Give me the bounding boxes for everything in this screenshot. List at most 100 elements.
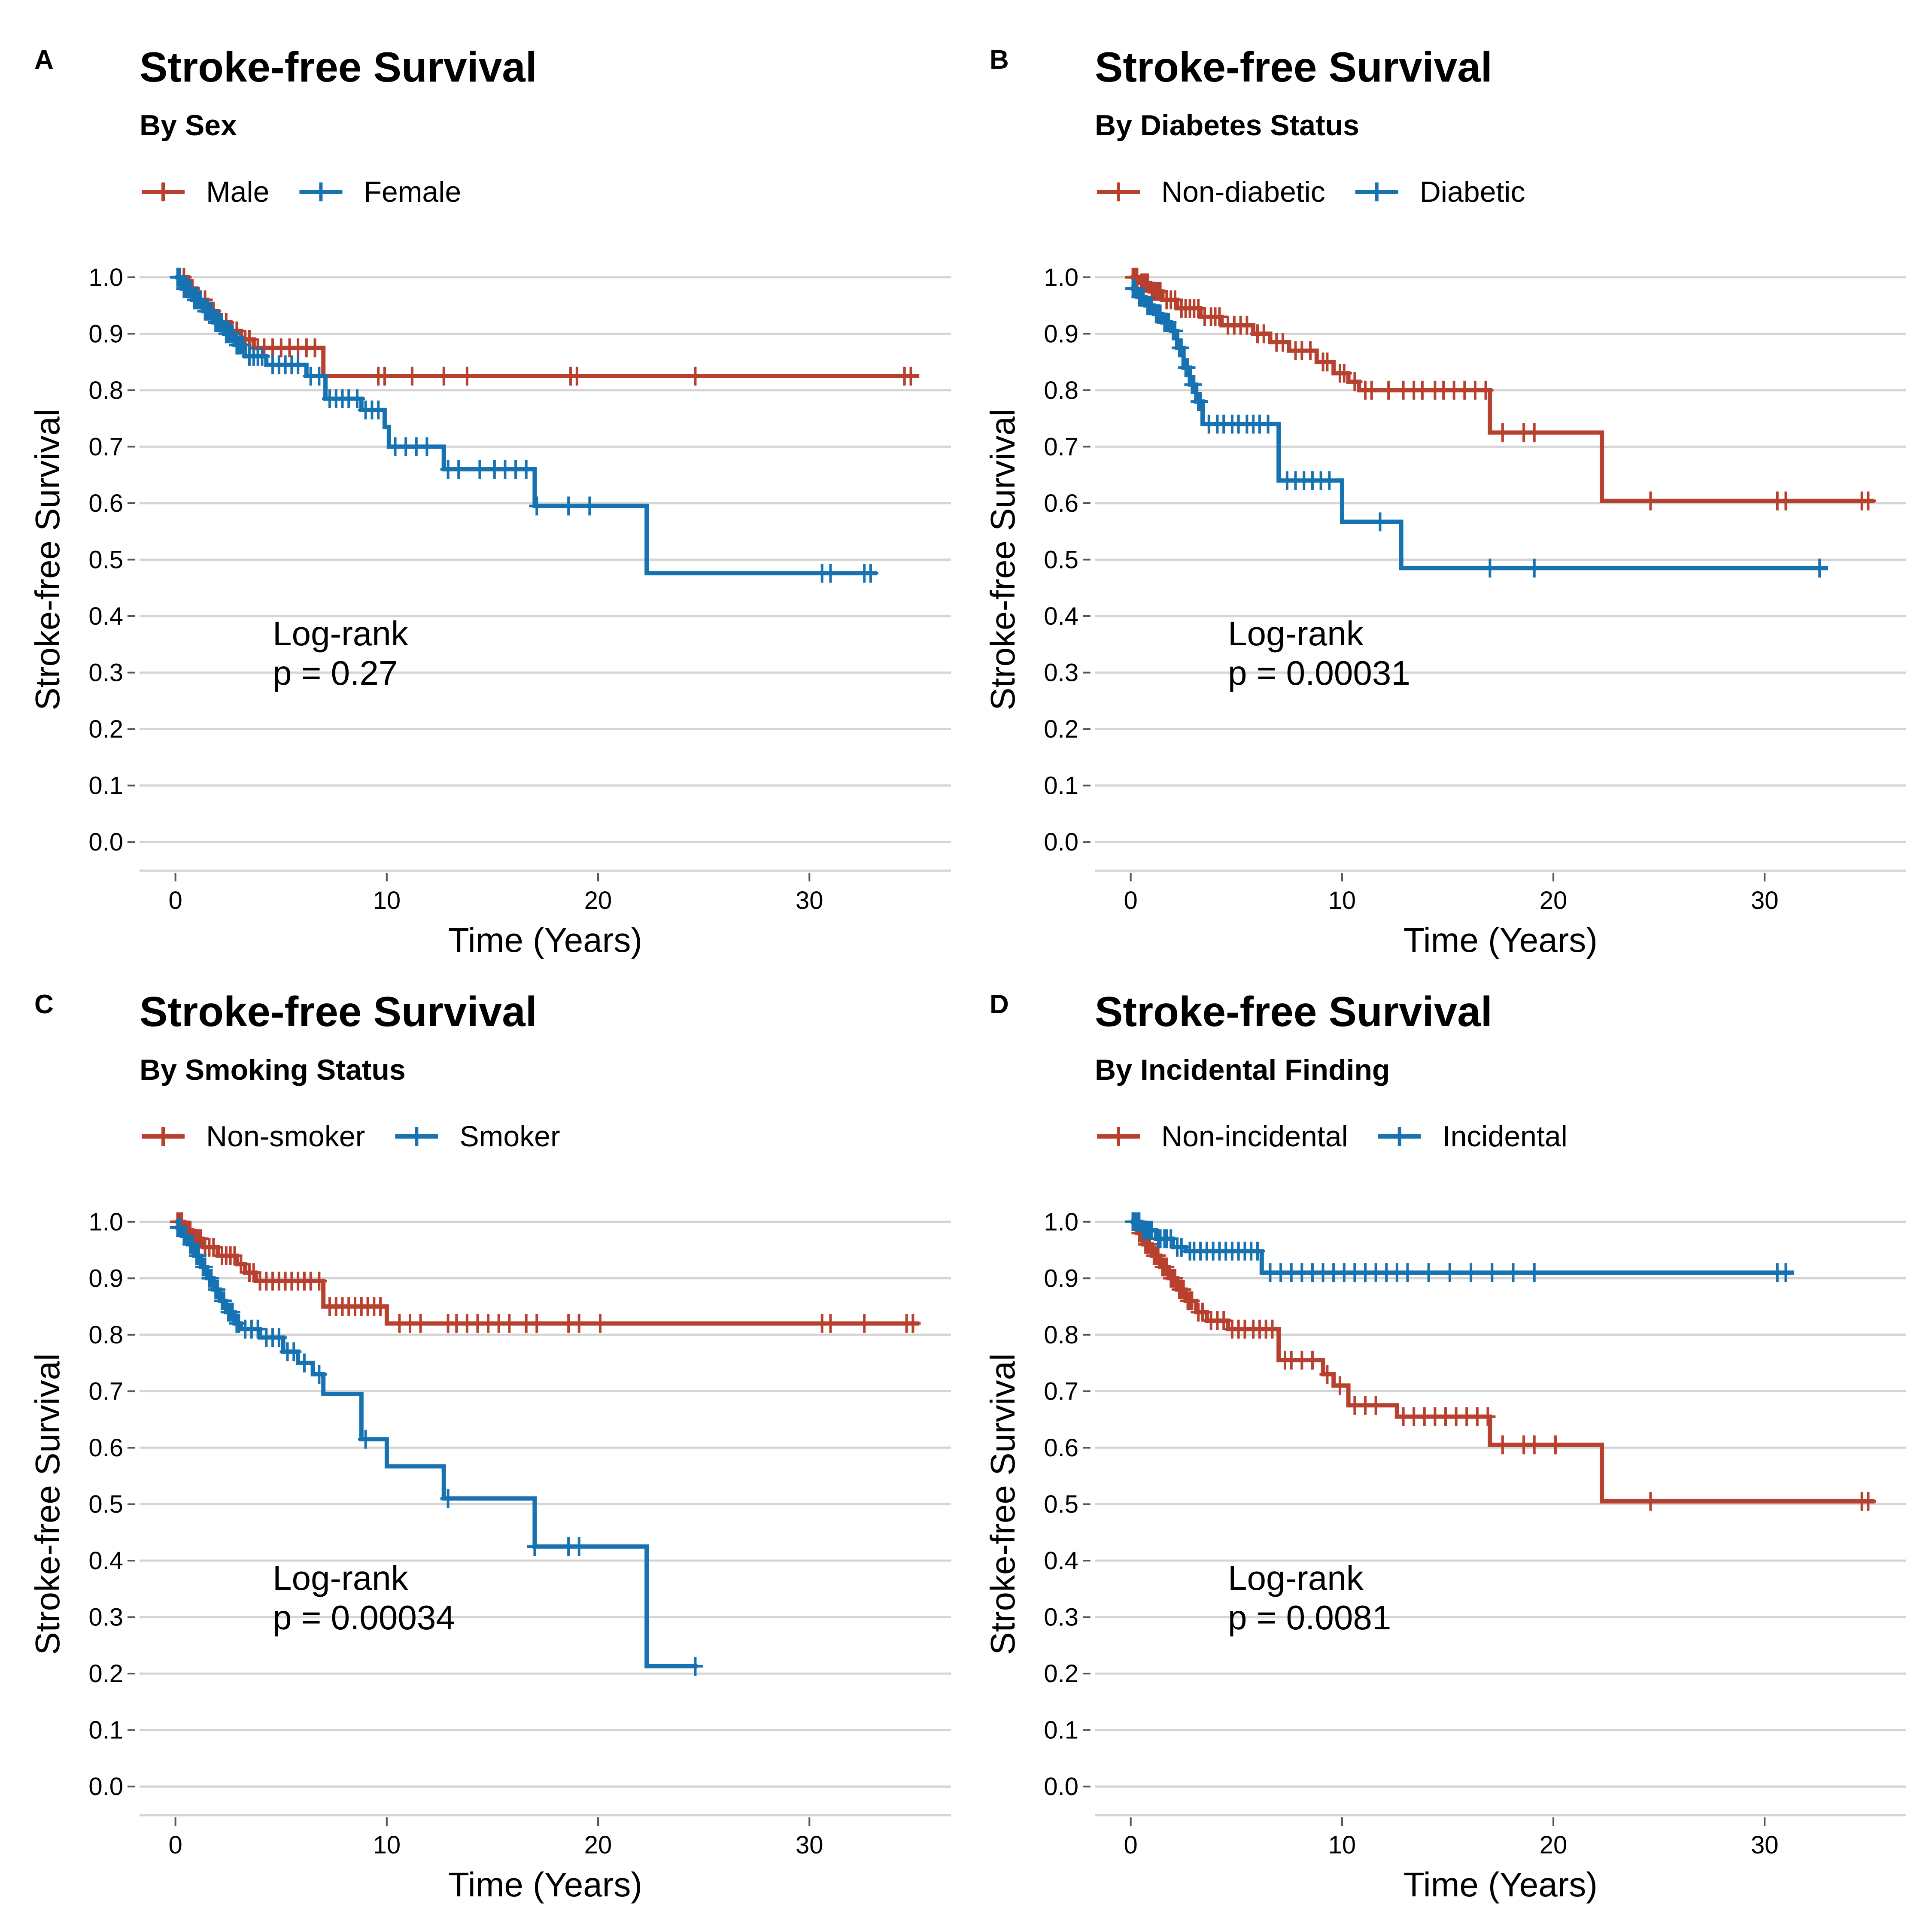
chart-title: Stroke-free Survival [1095, 43, 1492, 91]
legend-label: Non-smoker [206, 1120, 365, 1153]
chart-subtitle: By Incidental Finding [1095, 1054, 1390, 1086]
panel-label: D [990, 990, 1009, 1019]
y-tick-label: 0.8 [88, 1321, 123, 1349]
y-tick-label: 0.8 [88, 377, 123, 404]
y-tick-label: 0.6 [88, 1434, 123, 1462]
x-tick-label: 0 [169, 887, 182, 914]
survival-curve [1130, 1219, 1795, 1275]
y-tick-label: 0.1 [88, 772, 123, 800]
y-axis-title: Stroke-free Survival [28, 409, 67, 710]
panel-D: D Stroke-free Survival By Incidental Findi… [984, 988, 1906, 1904]
x-tick-label: 10 [373, 1831, 401, 1859]
y-tick-label: 0.7 [88, 1377, 123, 1405]
legend-label: Diabetic [1420, 176, 1525, 208]
y-tick-label: 0.2 [88, 1660, 123, 1688]
x-tick-label: 20 [1540, 887, 1567, 914]
y-tick-label: 0.5 [1044, 546, 1078, 574]
logrank-pvalue: p = 0.00034 [273, 1598, 455, 1637]
x-tick-label: 0 [1124, 1831, 1138, 1859]
y-tick-label: 0.9 [88, 320, 123, 348]
legend-label: Non-diabetic [1161, 176, 1325, 208]
x-axis-title: Time (Years) [1403, 1865, 1598, 1904]
y-tick-label: 0.9 [88, 1264, 123, 1292]
legend-label: Non-incidental [1161, 1120, 1348, 1153]
chart-title: Stroke-free Survival [140, 43, 537, 91]
panel-label: B [990, 45, 1009, 75]
y-tick-label: 1.0 [88, 264, 123, 292]
y-tick-label: 0.8 [1044, 377, 1078, 404]
x-axis-title: Time (Years) [448, 1865, 642, 1904]
legend-label: Female [364, 176, 461, 208]
chart-subtitle: By Diabetes Status [1095, 109, 1359, 142]
y-tick-label: 0.1 [1044, 1716, 1078, 1744]
survival-curve [1130, 1219, 1875, 1504]
x-tick-label: 0 [169, 1831, 182, 1859]
y-tick-label: 0.4 [88, 602, 123, 630]
panel-C: C Stroke-free Survival By Smoking Status No… [28, 988, 951, 1904]
y-tick-label: 0.3 [1044, 659, 1078, 687]
y-tick-label: 0.5 [88, 546, 123, 574]
y-tick-label: 0.6 [88, 489, 123, 517]
y-tick-label: 0.3 [88, 659, 123, 687]
x-tick-label: 30 [1751, 1831, 1779, 1859]
x-tick-label: 30 [1751, 887, 1779, 914]
y-tick-label: 0.3 [1044, 1604, 1078, 1631]
y-axis-title: Stroke-free Survival [984, 1353, 1022, 1655]
panel-label: C [34, 990, 54, 1019]
y-tick-label: 0.1 [88, 1716, 123, 1744]
logrank-label: Log-rank [273, 1559, 409, 1597]
y-tick-label: 0.7 [1044, 433, 1078, 461]
survival-curve [1130, 275, 1875, 503]
survival-curve [175, 1219, 920, 1326]
logrank-label: Log-rank [1228, 614, 1364, 653]
y-tick-label: 0.1 [1044, 772, 1078, 800]
chart-subtitle: By Smoking Status [140, 1054, 406, 1086]
y-tick-label: 0.8 [1044, 1321, 1078, 1349]
logrank-pvalue: p = 0.27 [273, 654, 398, 692]
x-tick-label: 10 [373, 887, 401, 914]
x-tick-label: 30 [796, 887, 823, 914]
y-tick-label: 0.2 [1044, 715, 1078, 743]
chart-title: Stroke-free Survival [140, 988, 537, 1035]
y-tick-label: 0.2 [1044, 1660, 1078, 1688]
y-tick-label: 0.5 [1044, 1491, 1078, 1519]
y-tick-label: 0.3 [88, 1604, 123, 1631]
logrank-label: Log-rank [273, 614, 409, 653]
legend-label: Smoker [459, 1120, 560, 1153]
y-tick-label: 0.4 [1044, 1547, 1078, 1575]
chart-title: Stroke-free Survival [1095, 988, 1492, 1035]
x-tick-label: 20 [584, 887, 612, 914]
panel-label: A [34, 45, 54, 75]
y-tick-label: 0.4 [88, 1547, 123, 1575]
chart-subtitle: By Sex [140, 109, 237, 142]
y-tick-label: 0.9 [1044, 320, 1078, 348]
y-tick-label: 0.6 [1044, 489, 1078, 517]
y-tick-label: 1.0 [1044, 1208, 1078, 1236]
y-tick-label: 0.7 [88, 433, 123, 461]
y-tick-label: 0.6 [1044, 1434, 1078, 1462]
logrank-pvalue: p = 0.00031 [1228, 654, 1410, 692]
y-tick-label: 0.5 [88, 1491, 123, 1519]
y-axis-title: Stroke-free Survival [28, 1353, 67, 1655]
y-tick-label: 0.2 [88, 715, 123, 743]
x-tick-label: 20 [584, 1831, 612, 1859]
y-tick-label: 0.7 [1044, 1377, 1078, 1405]
y-tick-label: 0.9 [1044, 1264, 1078, 1292]
x-tick-label: 0 [1124, 887, 1138, 914]
y-tick-label: 1.0 [88, 1208, 123, 1236]
legend-label: Male [206, 176, 269, 208]
y-axis-title: Stroke-free Survival [984, 409, 1022, 710]
x-tick-label: 20 [1540, 1831, 1567, 1859]
logrank-label: Log-rank [1228, 1559, 1364, 1597]
y-tick-label: 0.0 [88, 828, 123, 856]
legend-label: Incidental [1443, 1120, 1567, 1153]
x-tick-label: 10 [1328, 887, 1356, 914]
x-tick-label: 10 [1328, 1831, 1356, 1859]
y-tick-label: 0.0 [88, 1773, 123, 1801]
x-axis-title: Time (Years) [448, 921, 642, 959]
y-tick-label: 1.0 [1044, 264, 1078, 292]
y-tick-label: 0.4 [1044, 602, 1078, 630]
panel-A: A Stroke-free Survival By Sex Male Female 0.0… [28, 43, 951, 959]
